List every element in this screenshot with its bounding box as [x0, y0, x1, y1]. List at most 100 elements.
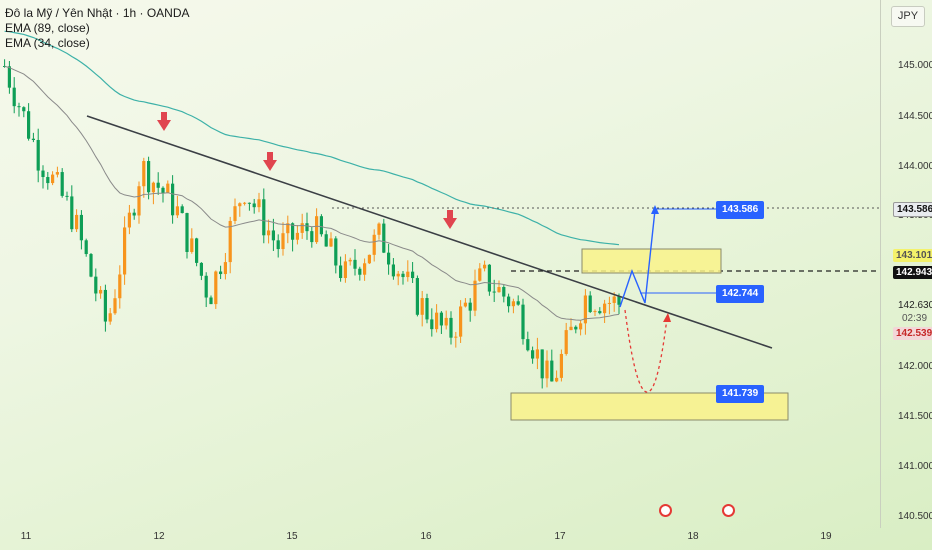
candle-body: [271, 230, 275, 241]
candle-body: [463, 302, 467, 307]
candle-body: [401, 273, 405, 278]
candle-body: [377, 223, 381, 235]
candle-body: [262, 199, 266, 236]
candle-body: [238, 203, 242, 207]
bullish-arrowhead: [651, 205, 659, 214]
y-tick: 144.000: [898, 161, 932, 172]
candle-body: [545, 360, 549, 379]
candle-body: [195, 238, 199, 263]
candle-body: [65, 195, 69, 197]
candle-body: [147, 161, 151, 193]
y-tick: 145.000: [898, 60, 932, 71]
candle-body: [41, 170, 45, 178]
candle-body: [108, 313, 112, 322]
candle-body: [219, 271, 223, 275]
bullish-path-arrow: [619, 209, 656, 308]
legend-symbol: Đô la Mỹ / Yên Nhật · 1h · OANDA: [5, 6, 190, 20]
target-label: 143.586: [716, 201, 765, 219]
y-tick: 141.500: [898, 411, 932, 422]
candle-body: [502, 287, 506, 297]
candle-body: [339, 265, 343, 279]
y-tick: 140.500: [898, 511, 932, 522]
candle-body: [396, 273, 400, 277]
target-price-badge: 143.586: [893, 202, 932, 217]
candle-body: [84, 240, 88, 255]
candle-body: [324, 234, 328, 247]
candle-body: [579, 323, 583, 330]
x-tick: 16: [420, 531, 432, 542]
legend: Đô la Mỹ / Yên Nhật · 1h · OANDA EMA (89…: [5, 6, 190, 51]
candle-body: [60, 172, 64, 196]
candle-body: [363, 263, 367, 275]
candle-body: [17, 106, 21, 108]
candle-body: [295, 232, 299, 240]
candle-body: [511, 301, 515, 307]
candle-body: [257, 199, 261, 208]
candle-body: [233, 206, 237, 221]
ema-89-line: [4, 30, 620, 246]
candle-body: [487, 264, 491, 292]
x-tick: 17: [554, 531, 566, 542]
down-marker-3: [443, 210, 457, 229]
candle-body: [286, 223, 290, 234]
price-axis[interactable]: [880, 0, 932, 528]
candle-body: [507, 296, 511, 307]
x-tick: 19: [820, 531, 832, 542]
candle-body: [598, 311, 602, 314]
candle-body: [267, 230, 271, 236]
candle-body: [127, 212, 131, 228]
bearish-path-arrow: [624, 309, 668, 393]
candle-body: [223, 262, 227, 275]
candle-body: [94, 276, 98, 294]
candle-body: [449, 317, 453, 338]
candle-body: [31, 138, 35, 140]
currency-button[interactable]: JPY: [891, 6, 925, 27]
candle-body: [46, 177, 50, 184]
candle-body: [70, 196, 74, 230]
x-tick: 15: [286, 531, 298, 542]
ema-89-price-badge: 143.101: [893, 249, 932, 262]
candle-body: [171, 183, 175, 216]
candle-body: [75, 214, 79, 230]
y-tick: 144.500: [898, 111, 932, 122]
y-tick: 141.000: [898, 461, 932, 472]
candle-body: [420, 298, 424, 315]
jp-flag-event-icon[interactable]: [722, 504, 735, 517]
candle-body: [367, 254, 371, 264]
candle-body: [113, 298, 117, 314]
candle-body: [89, 254, 93, 277]
candle-body: [588, 295, 592, 313]
us-flag-event-icon[interactable]: [659, 504, 672, 517]
x-tick: 18: [687, 531, 699, 542]
candle-body: [569, 326, 573, 331]
candle-body: [151, 182, 155, 193]
candle-body: [372, 234, 376, 255]
candle-body: [300, 223, 304, 233]
candle-body: [391, 264, 395, 277]
candle-body: [559, 353, 563, 378]
candle-body: [185, 213, 189, 252]
candle-body: [411, 271, 415, 279]
candle-body: [310, 231, 314, 243]
candle-body: [406, 271, 410, 278]
candles-group: [3, 59, 621, 389]
candle-body: [281, 233, 285, 250]
ema-34-line: [4, 65, 620, 321]
mid-level-label: 142.744: [716, 285, 765, 303]
legend-ema-34: EMA (34, close): [5, 36, 90, 50]
y-tick: 142.000: [898, 361, 932, 372]
candle-body: [497, 287, 501, 293]
candle-body: [430, 319, 434, 330]
candle-body: [425, 298, 429, 320]
candle-body: [593, 311, 597, 313]
candle-body: [36, 139, 40, 171]
candle-body: [439, 312, 443, 326]
candle-body: [526, 339, 530, 351]
candle-body: [51, 174, 55, 184]
candle-body: [516, 301, 520, 305]
candle-body: [348, 259, 352, 262]
candle-body: [142, 161, 146, 187]
candle-body: [415, 278, 419, 315]
candle-body: [607, 302, 611, 304]
